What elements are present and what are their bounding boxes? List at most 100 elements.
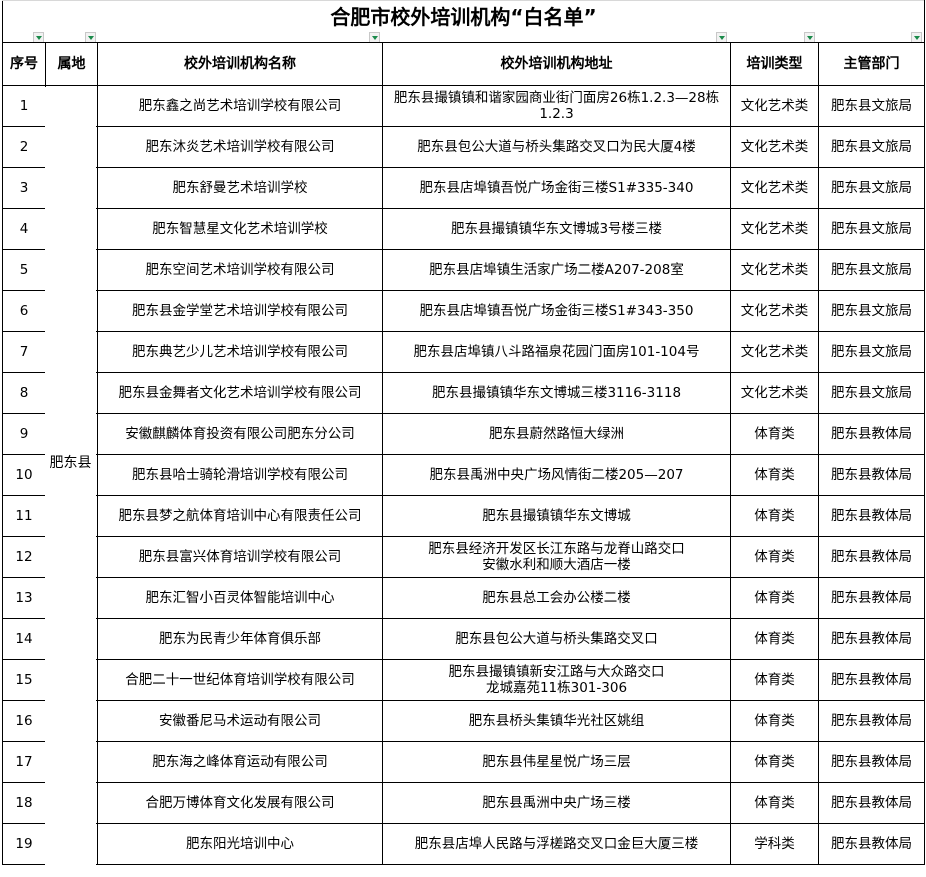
cell-dept[interactable]: 肥东县文旅局 (818, 126, 925, 168)
cell-address[interactable]: 肥东县禹洲中央广场风情街二楼205—207 (382, 454, 731, 496)
cell-type[interactable]: 体育类 (730, 782, 819, 824)
cell-dept[interactable]: 肥东县文旅局 (818, 208, 925, 250)
header-dept[interactable]: 主管部门 (818, 42, 925, 86)
header-address[interactable]: 校外培训机构地址 (382, 42, 731, 86)
cell-address[interactable]: 肥东县撮镇镇和谐家园商业街门面房26栋1.2.3—28栋1.2.3 (382, 85, 731, 127)
cell-name[interactable]: 肥东县富兴体育培训学校有限公司 (97, 536, 383, 578)
cell-name[interactable]: 肥东空间艺术培训学校有限公司 (97, 249, 383, 291)
cell-name[interactable]: 肥东沐炎艺术培训学校有限公司 (97, 126, 383, 168)
cell-name[interactable]: 合肥万博体育文化发展有限公司 (97, 782, 383, 824)
cell-address[interactable]: 肥东县禹洲中央广场三楼 (382, 782, 731, 824)
cell-name[interactable]: 肥东阳光培训中心 (97, 823, 383, 865)
cell-name[interactable]: 合肥二十一世纪体育培训学校有限公司 (97, 659, 383, 701)
header-type[interactable]: 培训类型 (730, 42, 819, 86)
cell-type[interactable]: 体育类 (730, 618, 819, 660)
filter-dropdown-icon[interactable] (369, 32, 380, 42)
cell-type[interactable]: 文化艺术类 (730, 85, 819, 127)
cell-name[interactable]: 肥东鑫之尚艺术培训学校有限公司 (97, 85, 383, 127)
cell-no[interactable]: 8 (2, 372, 46, 414)
cell-address[interactable]: 肥东县店埠镇生活家广场二楼A207-208室 (382, 249, 731, 291)
cell-dept[interactable]: 肥东县教体局 (818, 577, 925, 619)
cell-name[interactable]: 肥东为民青少年体育俱乐部 (97, 618, 383, 660)
cell-type[interactable]: 文化艺术类 (730, 331, 819, 373)
cell-dept[interactable]: 肥东县教体局 (818, 659, 925, 701)
cell-type[interactable]: 体育类 (730, 700, 819, 742)
cell-no[interactable]: 5 (2, 249, 46, 291)
cell-no[interactable]: 15 (2, 659, 46, 701)
cell-address[interactable]: 肥东县桥头集镇华光社区姚组 (382, 700, 731, 742)
cell-no[interactable]: 4 (2, 208, 46, 250)
cell-dept[interactable]: 肥东县教体局 (818, 413, 925, 455)
cell-dept[interactable]: 肥东县教体局 (818, 782, 925, 824)
cell-dept[interactable]: 肥东县教体局 (818, 495, 925, 537)
cell-address[interactable]: 肥东县撮镇镇华东文博城三楼3116-3118 (382, 372, 731, 414)
cell-dept[interactable]: 肥东县文旅局 (818, 331, 925, 373)
cell-type[interactable]: 体育类 (730, 413, 819, 455)
filter-dropdown-icon[interactable] (804, 32, 815, 42)
filter-dropdown-icon[interactable] (33, 32, 44, 42)
cell-type[interactable]: 文化艺术类 (730, 290, 819, 332)
cell-no[interactable]: 2 (2, 126, 46, 168)
cell-address[interactable]: 肥东县店埠镇八斗路福泉花园门面房101-104号 (382, 331, 731, 373)
cell-dept[interactable]: 肥东县教体局 (818, 823, 925, 865)
cell-no[interactable]: 9 (2, 413, 46, 455)
cell-no[interactable]: 6 (2, 290, 46, 332)
cell-name[interactable]: 肥东海之峰体育运动有限公司 (97, 741, 383, 783)
cell-name[interactable]: 肥东县梦之航体育培训中心有限责任公司 (97, 495, 383, 537)
cell-no[interactable]: 19 (2, 823, 46, 865)
cell-no[interactable]: 11 (2, 495, 46, 537)
cell-type[interactable]: 学科类 (730, 823, 819, 865)
cell-type[interactable]: 体育类 (730, 536, 819, 578)
cell-type[interactable]: 体育类 (730, 495, 819, 537)
region-merged-cell[interactable]: 肥东县 (45, 87, 96, 877)
cell-dept[interactable]: 肥东县教体局 (818, 536, 925, 578)
cell-name[interactable]: 肥东县金舞者文化艺术培训学校有限公司 (97, 372, 383, 414)
cell-address[interactable]: 肥东县经济开发区长江东路与龙脊山路交口 安徽水利和顺大酒店一楼 (382, 536, 731, 578)
cell-name[interactable]: 肥东舒曼艺术培训学校 (97, 167, 383, 209)
cell-no[interactable]: 3 (2, 167, 46, 209)
cell-name[interactable]: 安徽麒麟体育投资有限公司肥东分公司 (97, 413, 383, 455)
cell-no[interactable]: 16 (2, 700, 46, 742)
cell-name[interactable]: 肥东汇智小百灵体智能培训中心 (97, 577, 383, 619)
cell-no[interactable]: 18 (2, 782, 46, 824)
cell-dept[interactable]: 肥东县文旅局 (818, 290, 925, 332)
cell-dept[interactable]: 肥东县文旅局 (818, 372, 925, 414)
cell-type[interactable]: 文化艺术类 (730, 249, 819, 291)
cell-name[interactable]: 安徽番尼马术运动有限公司 (97, 700, 383, 742)
cell-type[interactable]: 体育类 (730, 577, 819, 619)
cell-no[interactable]: 14 (2, 618, 46, 660)
cell-dept[interactable]: 肥东县文旅局 (818, 249, 925, 291)
cell-address[interactable]: 肥东县总工会办公楼二楼 (382, 577, 731, 619)
cell-no[interactable]: 17 (2, 741, 46, 783)
cell-address[interactable]: 肥东县店埠镇吾悦广场金街三楼S1#343-350 (382, 290, 731, 332)
cell-no[interactable]: 10 (2, 454, 46, 496)
cell-type[interactable]: 体育类 (730, 741, 819, 783)
cell-dept[interactable]: 肥东县教体局 (818, 618, 925, 660)
cell-dept[interactable]: 肥东县教体局 (818, 700, 925, 742)
cell-address[interactable]: 肥东县店埠人民路与浮槎路交叉口金巨大厦三楼 (382, 823, 731, 865)
cell-dept[interactable]: 肥东县教体局 (818, 454, 925, 496)
cell-type[interactable]: 文化艺术类 (730, 208, 819, 250)
header-no[interactable]: 序号 (2, 42, 46, 86)
cell-dept[interactable]: 肥东县文旅局 (818, 85, 925, 127)
cell-type[interactable]: 文化艺术类 (730, 372, 819, 414)
filter-dropdown-icon[interactable] (911, 32, 922, 42)
cell-address[interactable]: 肥东县蔚然路恒大绿洲 (382, 413, 731, 455)
cell-address[interactable]: 肥东县撮镇镇华东文博城 (382, 495, 731, 537)
cell-type[interactable]: 体育类 (730, 659, 819, 701)
title-cell[interactable]: 合肥市校外培训机构“白名单” (2, 0, 925, 43)
cell-address[interactable]: 肥东县包公大道与桥头集路交叉口 (382, 618, 731, 660)
cell-no[interactable]: 12 (2, 536, 46, 578)
cell-name[interactable]: 肥东县哈士骑轮滑培训学校有限公司 (97, 454, 383, 496)
cell-type[interactable]: 文化艺术类 (730, 126, 819, 168)
cell-name[interactable]: 肥东典艺少儿艺术培训学校有限公司 (97, 331, 383, 373)
cell-address[interactable]: 肥东县包公大道与桥头集路交叉口为民大厦4楼 (382, 126, 731, 168)
cell-address[interactable]: 肥东县伟星星悦广场三层 (382, 741, 731, 783)
cell-name[interactable]: 肥东智慧星文化艺术培训学校 (97, 208, 383, 250)
filter-dropdown-icon[interactable] (85, 32, 96, 42)
cell-name[interactable]: 肥东县金学堂艺术培训学校有限公司 (97, 290, 383, 332)
cell-dept[interactable]: 肥东县文旅局 (818, 167, 925, 209)
cell-type[interactable]: 文化艺术类 (730, 167, 819, 209)
cell-no[interactable]: 7 (2, 331, 46, 373)
cell-no[interactable]: 13 (2, 577, 46, 619)
